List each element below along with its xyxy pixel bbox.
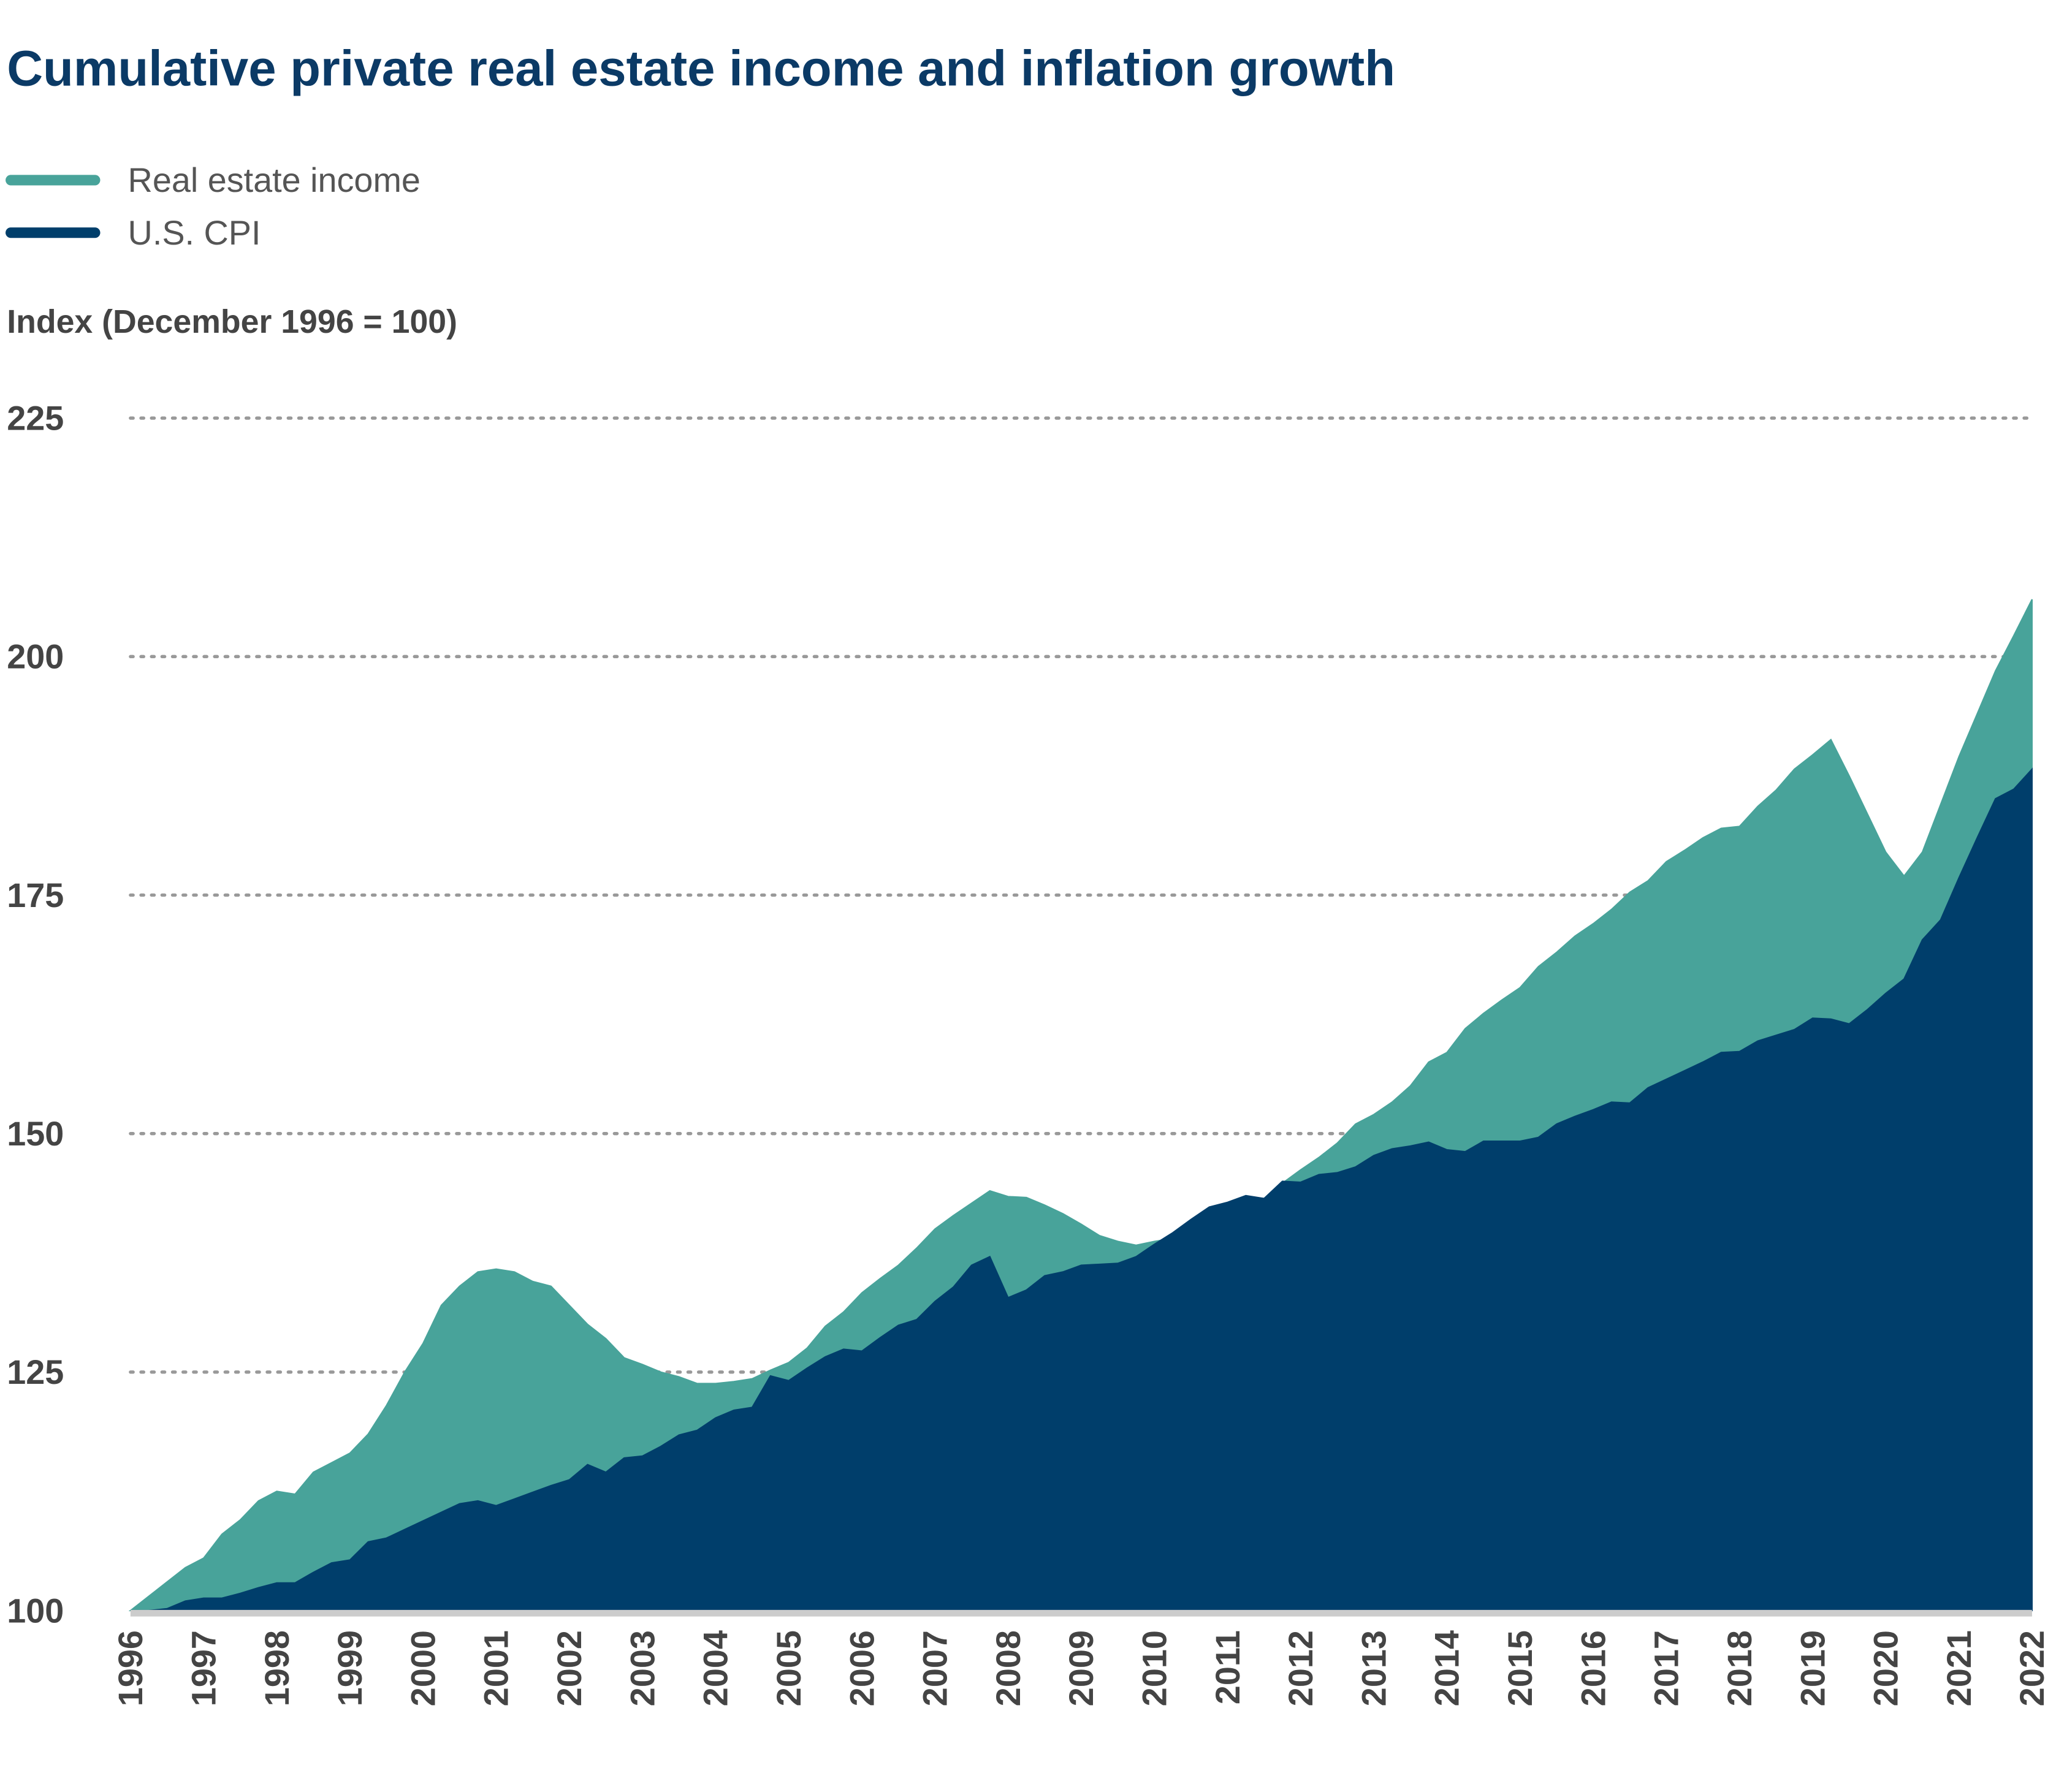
chart-title: Cumulative private real estate income an… [7, 40, 1395, 96]
y-tick-label: 150 [7, 1115, 64, 1153]
y-tick-label: 175 [7, 876, 64, 914]
x-tick-label: 2014 [1428, 1630, 1466, 1706]
x-tick-label: 2019 [1794, 1630, 1832, 1706]
x-tick-label: 2016 [1574, 1630, 1612, 1706]
area [130, 767, 2033, 1612]
x-tick-label: 2001 [478, 1630, 516, 1706]
x-tick-label: 2008 [989, 1630, 1027, 1706]
x-tick-label: 2015 [1501, 1630, 1539, 1706]
x-tick-label: 2007 [916, 1630, 954, 1706]
x-tick-label: 2012 [1282, 1630, 1320, 1706]
x-tick-label: 2018 [1721, 1630, 1759, 1706]
x-tick-label: 1997 [185, 1630, 223, 1706]
x-tick-label: 2020 [1867, 1630, 1905, 1706]
x-tick-label: 2021 [1940, 1630, 1978, 1706]
y-tick-label: 100 [7, 1592, 64, 1630]
y-tick-label: 225 [7, 400, 64, 438]
legend-label: Real estate income [128, 161, 421, 199]
x-tick-label: 2000 [404, 1630, 442, 1706]
legend-label: U.S. CPI [128, 214, 261, 252]
x-tick-label: 2010 [1136, 1630, 1174, 1706]
y-axis-label: Index (December 1996 = 100) [7, 303, 457, 340]
x-tick-label: 2002 [550, 1630, 588, 1706]
x-tick-label: 2022 [2013, 1630, 2051, 1706]
x-tick-label: 1996 [112, 1630, 150, 1706]
x-tick-label: 2013 [1355, 1630, 1393, 1706]
x-tick-label: 2006 [843, 1630, 881, 1706]
x-tick-label: 2004 [697, 1630, 735, 1706]
y-tick-label: 200 [7, 638, 64, 676]
y-tick-label: 125 [7, 1353, 64, 1391]
x-tick-label: 2017 [1648, 1630, 1686, 1706]
x-tick-label: 1998 [258, 1630, 296, 1706]
x-tick-label: 1999 [331, 1630, 369, 1706]
x-tick-label: 2005 [770, 1630, 808, 1706]
x-tick-label: 2003 [623, 1630, 661, 1706]
x-tick-label: 2011 [1209, 1630, 1247, 1704]
x-tick-label: 2009 [1062, 1630, 1100, 1706]
